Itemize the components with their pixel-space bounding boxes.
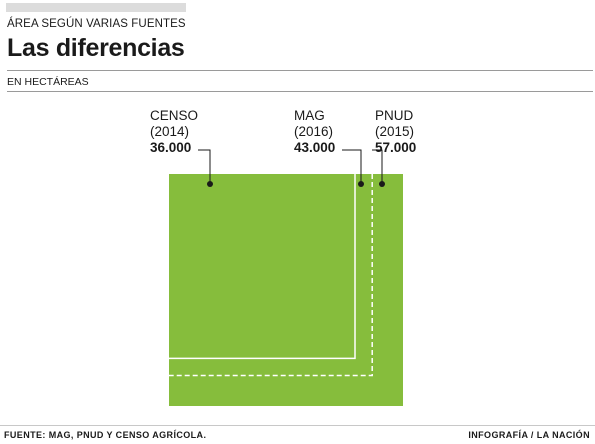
area-outline-mag [169, 174, 373, 377]
units-divider [7, 91, 593, 92]
leader-dot-pnud [379, 181, 385, 187]
label-mag-name: MAG [294, 108, 325, 123]
footer-divider [0, 425, 595, 426]
units-label: EN HECTÁREAS [7, 76, 89, 88]
label-pnud-value: 57.000 [375, 140, 417, 155]
page-title: Las diferencias [7, 34, 185, 62]
leader-line-mag [342, 149, 362, 184]
label-censo-year: (2014) [150, 124, 190, 139]
source-note: FUENTE: MAG, PNUD Y CENSO AGRÍCOLA. [4, 430, 207, 440]
leader-dot-censo [207, 181, 213, 187]
label-censo-value: 36.000 [150, 140, 192, 155]
top-decor-bar [6, 3, 186, 12]
leader-line-pnud [372, 149, 383, 184]
label-mag-year: (2016) [294, 124, 334, 139]
label-pnud-year: (2015) [375, 124, 415, 139]
leader-dot-mag [358, 181, 364, 187]
area-outline-censo [169, 174, 356, 360]
label-pnud-name: PNUD [375, 108, 414, 123]
label-pnud: PNUD (2015) 57.000 [375, 108, 416, 156]
label-mag-value: 43.000 [294, 140, 336, 155]
label-mag: MAG (2016) 43.000 [294, 108, 335, 156]
label-censo-name: CENSO [150, 108, 199, 123]
area-pnud [169, 174, 403, 406]
credit-note: INFOGRAFÍA / LA NACIÓN [468, 430, 590, 440]
leader-line-censo [198, 149, 211, 184]
title-divider [7, 70, 593, 71]
kicker: ÁREA SEGÚN VARIAS FUENTES [7, 18, 186, 30]
label-censo: CENSO (2014) 36.000 [150, 108, 198, 156]
